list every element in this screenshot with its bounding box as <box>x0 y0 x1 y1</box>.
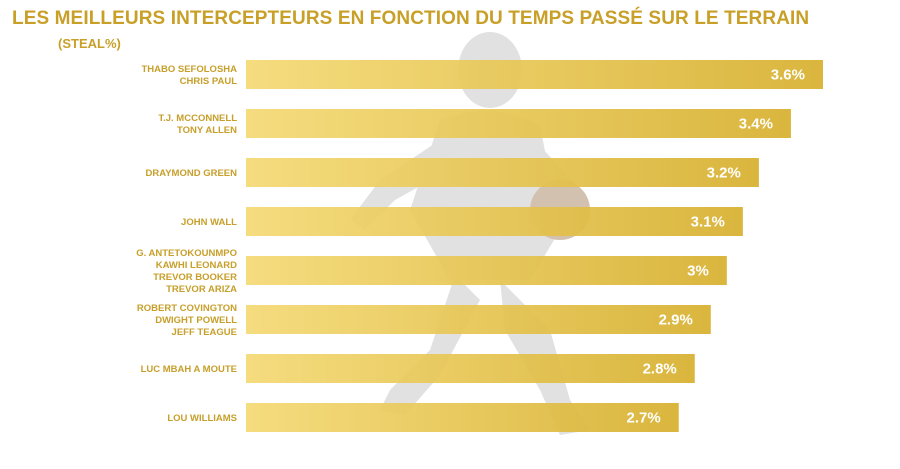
chart-title: LES MEILLEURS INTERCEPTEURS EN FONCTION … <box>12 8 810 29</box>
bar-value-label-2: 3.2% <box>707 165 741 182</box>
category-label-6-0: LUC MBAH A MOUTE <box>141 364 237 375</box>
category-label-4-0: G. ANTETOKOUNMPO <box>136 248 237 259</box>
category-label-5-0: ROBERT COVINGTON <box>137 303 237 314</box>
bar-3 <box>246 207 743 236</box>
bar-4 <box>246 256 727 285</box>
chart-subtitle: (STEAL%) <box>58 36 121 51</box>
category-label-0-0: THABO SEFOLOSHA <box>141 64 237 75</box>
category-label-1-0: T.J. MCCONNELL <box>158 113 237 124</box>
category-label-4-2: TREVOR BOOKER <box>153 272 237 283</box>
bar-value-label-5: 2.9% <box>659 312 693 329</box>
bar-value-label-0: 3.6% <box>771 67 805 84</box>
category-label-5-1: DWIGHT POWELL <box>155 315 237 326</box>
category-label-5-2: JEFF TEAGUE <box>172 327 237 338</box>
category-label-3-0: JOHN WALL <box>181 217 237 228</box>
bar-value-label-6: 2.8% <box>643 361 677 378</box>
category-label-4-3: TREVOR ARIZA <box>166 284 237 295</box>
category-label-4-1: KAWHI LEONARD <box>156 260 237 271</box>
bar-2 <box>246 158 759 187</box>
bar-value-label-7: 2.7% <box>627 410 661 427</box>
bar-1 <box>246 109 791 138</box>
bar-6 <box>246 354 695 383</box>
bar-0 <box>246 60 823 89</box>
category-label-1-1: TONY ALLEN <box>177 125 237 136</box>
category-label-0-1: CHRIS PAUL <box>180 76 238 87</box>
bar-value-label-4: 3% <box>687 263 709 280</box>
bar-value-label-3: 3.1% <box>691 214 725 231</box>
category-label-2-0: DRAYMOND GREEN <box>146 168 238 179</box>
category-label-7-0: LOU WILLIAMS <box>167 413 237 424</box>
bar-7 <box>246 403 679 432</box>
bar-5 <box>246 305 711 334</box>
bar-value-label-1: 3.4% <box>739 116 773 133</box>
